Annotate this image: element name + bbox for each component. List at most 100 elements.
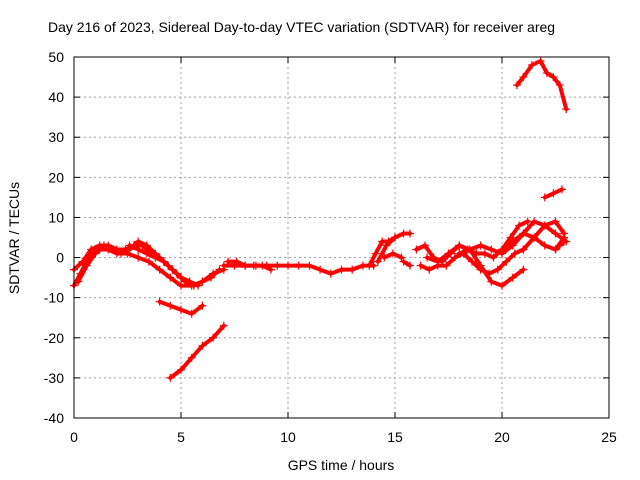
series-s6	[166, 321, 228, 382]
data-point	[391, 233, 399, 242]
data-point	[489, 253, 498, 262]
y-tick-label: 50	[48, 49, 64, 65]
series-trace	[168, 323, 226, 380]
y-tick-label: -30	[44, 370, 64, 386]
data-point	[91, 249, 100, 258]
x-tick-label: 20	[494, 429, 510, 445]
data-point	[241, 261, 250, 270]
x-tick-label: 25	[601, 429, 617, 445]
data-point	[305, 261, 314, 270]
y-tick-label: 20	[48, 169, 64, 185]
series-s18	[519, 217, 569, 254]
data-point	[562, 105, 571, 114]
data-point	[540, 221, 549, 230]
data-point	[510, 249, 519, 258]
chart-title: Day 216 of 2023, Sidereal Day-to-day VTE…	[48, 19, 555, 35]
data-point	[224, 257, 233, 266]
data-point	[266, 265, 275, 274]
data-point	[498, 281, 506, 290]
data-point	[337, 265, 346, 274]
series-s8	[224, 257, 275, 274]
y-tick-label: -40	[44, 410, 64, 426]
data-point	[198, 301, 207, 310]
data-point	[555, 81, 564, 90]
data-point	[144, 257, 153, 266]
data-point	[82, 261, 91, 270]
data-point	[420, 241, 429, 250]
data-point	[549, 73, 558, 82]
data-point	[273, 261, 282, 270]
data-point	[493, 265, 502, 274]
series-s19	[540, 185, 566, 202]
data-point	[455, 241, 464, 250]
series-trace	[401, 259, 412, 268]
y-tick-label: 40	[48, 89, 64, 105]
x-axis-label: GPS time / hours	[288, 457, 395, 473]
data-point	[512, 81, 521, 90]
data-point	[155, 297, 164, 306]
data-point	[380, 253, 389, 262]
data-point	[502, 257, 511, 266]
data-point	[487, 277, 496, 286]
data-point	[560, 229, 569, 238]
data-point	[515, 221, 524, 230]
data-point	[187, 353, 196, 362]
data-point	[442, 261, 451, 270]
data-point	[487, 245, 496, 254]
data-point	[206, 273, 215, 282]
data-point	[142, 241, 151, 250]
data-point	[557, 185, 566, 194]
data-point	[166, 373, 175, 382]
data-point	[168, 265, 177, 274]
data-point	[530, 233, 539, 242]
data-point	[155, 265, 164, 274]
data-point	[99, 241, 108, 250]
data-point	[134, 237, 143, 246]
data-point	[416, 261, 425, 270]
data-point	[87, 245, 96, 254]
data-point	[399, 257, 408, 266]
data-point	[536, 57, 545, 66]
data-point	[177, 273, 185, 282]
data-point	[551, 217, 560, 226]
data-point	[506, 233, 515, 242]
data-point	[198, 341, 207, 350]
data-point	[480, 249, 489, 258]
data-point	[540, 193, 549, 202]
y-tick-label: 0	[56, 250, 64, 266]
x-tick-label: 5	[177, 429, 185, 445]
series-s20	[551, 237, 569, 254]
data-point	[540, 241, 549, 250]
data-point	[194, 281, 203, 290]
y-axis-label: SDTVAR / TECUs	[6, 182, 22, 294]
data-point	[373, 257, 382, 266]
series-s12	[399, 257, 414, 270]
x-axis: 0 5 10 15 20 25	[70, 57, 617, 445]
data-point	[388, 249, 397, 258]
data-point	[74, 277, 83, 286]
data-point	[551, 229, 560, 238]
data-point	[166, 273, 175, 282]
data-point	[215, 265, 224, 274]
data-point	[468, 257, 477, 266]
data-point	[551, 245, 560, 254]
data-point	[294, 261, 303, 270]
y-tick-label: 10	[48, 209, 64, 225]
data-point	[125, 241, 134, 250]
data-point	[232, 257, 241, 266]
data-point	[142, 249, 151, 258]
data-point	[405, 229, 414, 238]
series-s11	[380, 249, 406, 262]
data-point	[519, 73, 528, 82]
data-point	[519, 265, 528, 274]
series-trace	[425, 243, 526, 288]
data-point	[187, 309, 196, 318]
data-point	[78, 257, 87, 266]
data-point	[412, 245, 421, 254]
data-point	[498, 245, 506, 254]
data-point	[555, 241, 564, 250]
data-point	[423, 253, 432, 262]
data-point	[258, 261, 267, 270]
data-point	[425, 265, 434, 274]
